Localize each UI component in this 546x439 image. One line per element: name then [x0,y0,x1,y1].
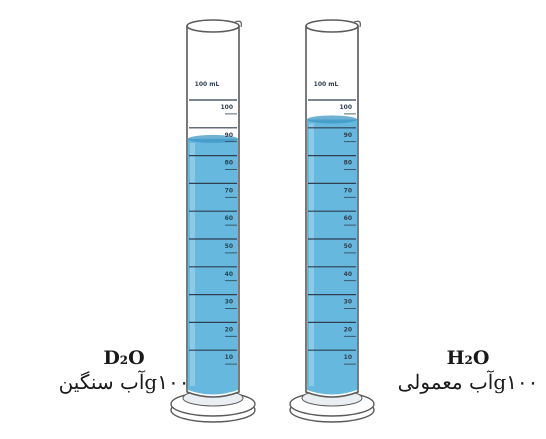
water-highlight [190,142,195,386]
graduation-label: 50 [344,243,352,250]
graduation-label: 50 [225,243,233,250]
description-ordinary-water: g۱۰۰آب معمولی [397,370,539,394]
formula-ordinary-water: H₂O [446,347,490,369]
graduation-label: 30 [344,299,352,306]
water-meniscus [307,115,357,124]
cylinder-unit-label: 100 mL [195,81,220,88]
cylinder-ordinary-water: 100 mL 100 90 80 70 60 50 40 30 20 10 [289,19,375,423]
graduation-label: 100 [220,104,233,111]
water-fill [307,119,357,395]
graduation-label: 90 [225,132,233,139]
graduation-label: 30 [225,299,233,306]
cylinder-spout [234,20,242,28]
graduation-label: 70 [344,187,352,194]
graduation-label: 40 [344,271,352,278]
graduation-label: 80 [344,160,352,167]
graduation-label: 70 [225,187,233,194]
cylinder-rim [305,19,359,33]
graduation-label: 90 [344,132,352,139]
graduation-label: 20 [344,326,352,333]
graduation-label: 60 [225,215,233,222]
graduation-label: 10 [225,354,233,361]
water-meniscus [188,134,238,143]
cylinder-rim [186,19,240,33]
graduation-label: 100 [339,104,352,111]
cylinder-spout [353,20,361,28]
graduation-label: 20 [225,326,233,333]
formula-heavy-water: D₂O [103,347,145,369]
graduation-label: 80 [225,160,233,167]
caption-ordinary-water: H₂O g۱۰۰آب معمولی [398,347,539,395]
description-heavy-water: g۱۰۰آب سنگین [58,370,190,394]
cylinder-unit-label: 100 mL [314,81,339,88]
graduation-label: 60 [344,215,352,222]
graduation-label: 40 [225,271,233,278]
caption-heavy-water: D₂O g۱۰۰آب سنگین [59,347,190,395]
cylinder-heavy-water: 100 mL 100 90 80 70 60 50 40 30 20 10 [170,19,256,423]
water-highlight [309,123,314,387]
graduation-label: 10 [344,354,352,361]
